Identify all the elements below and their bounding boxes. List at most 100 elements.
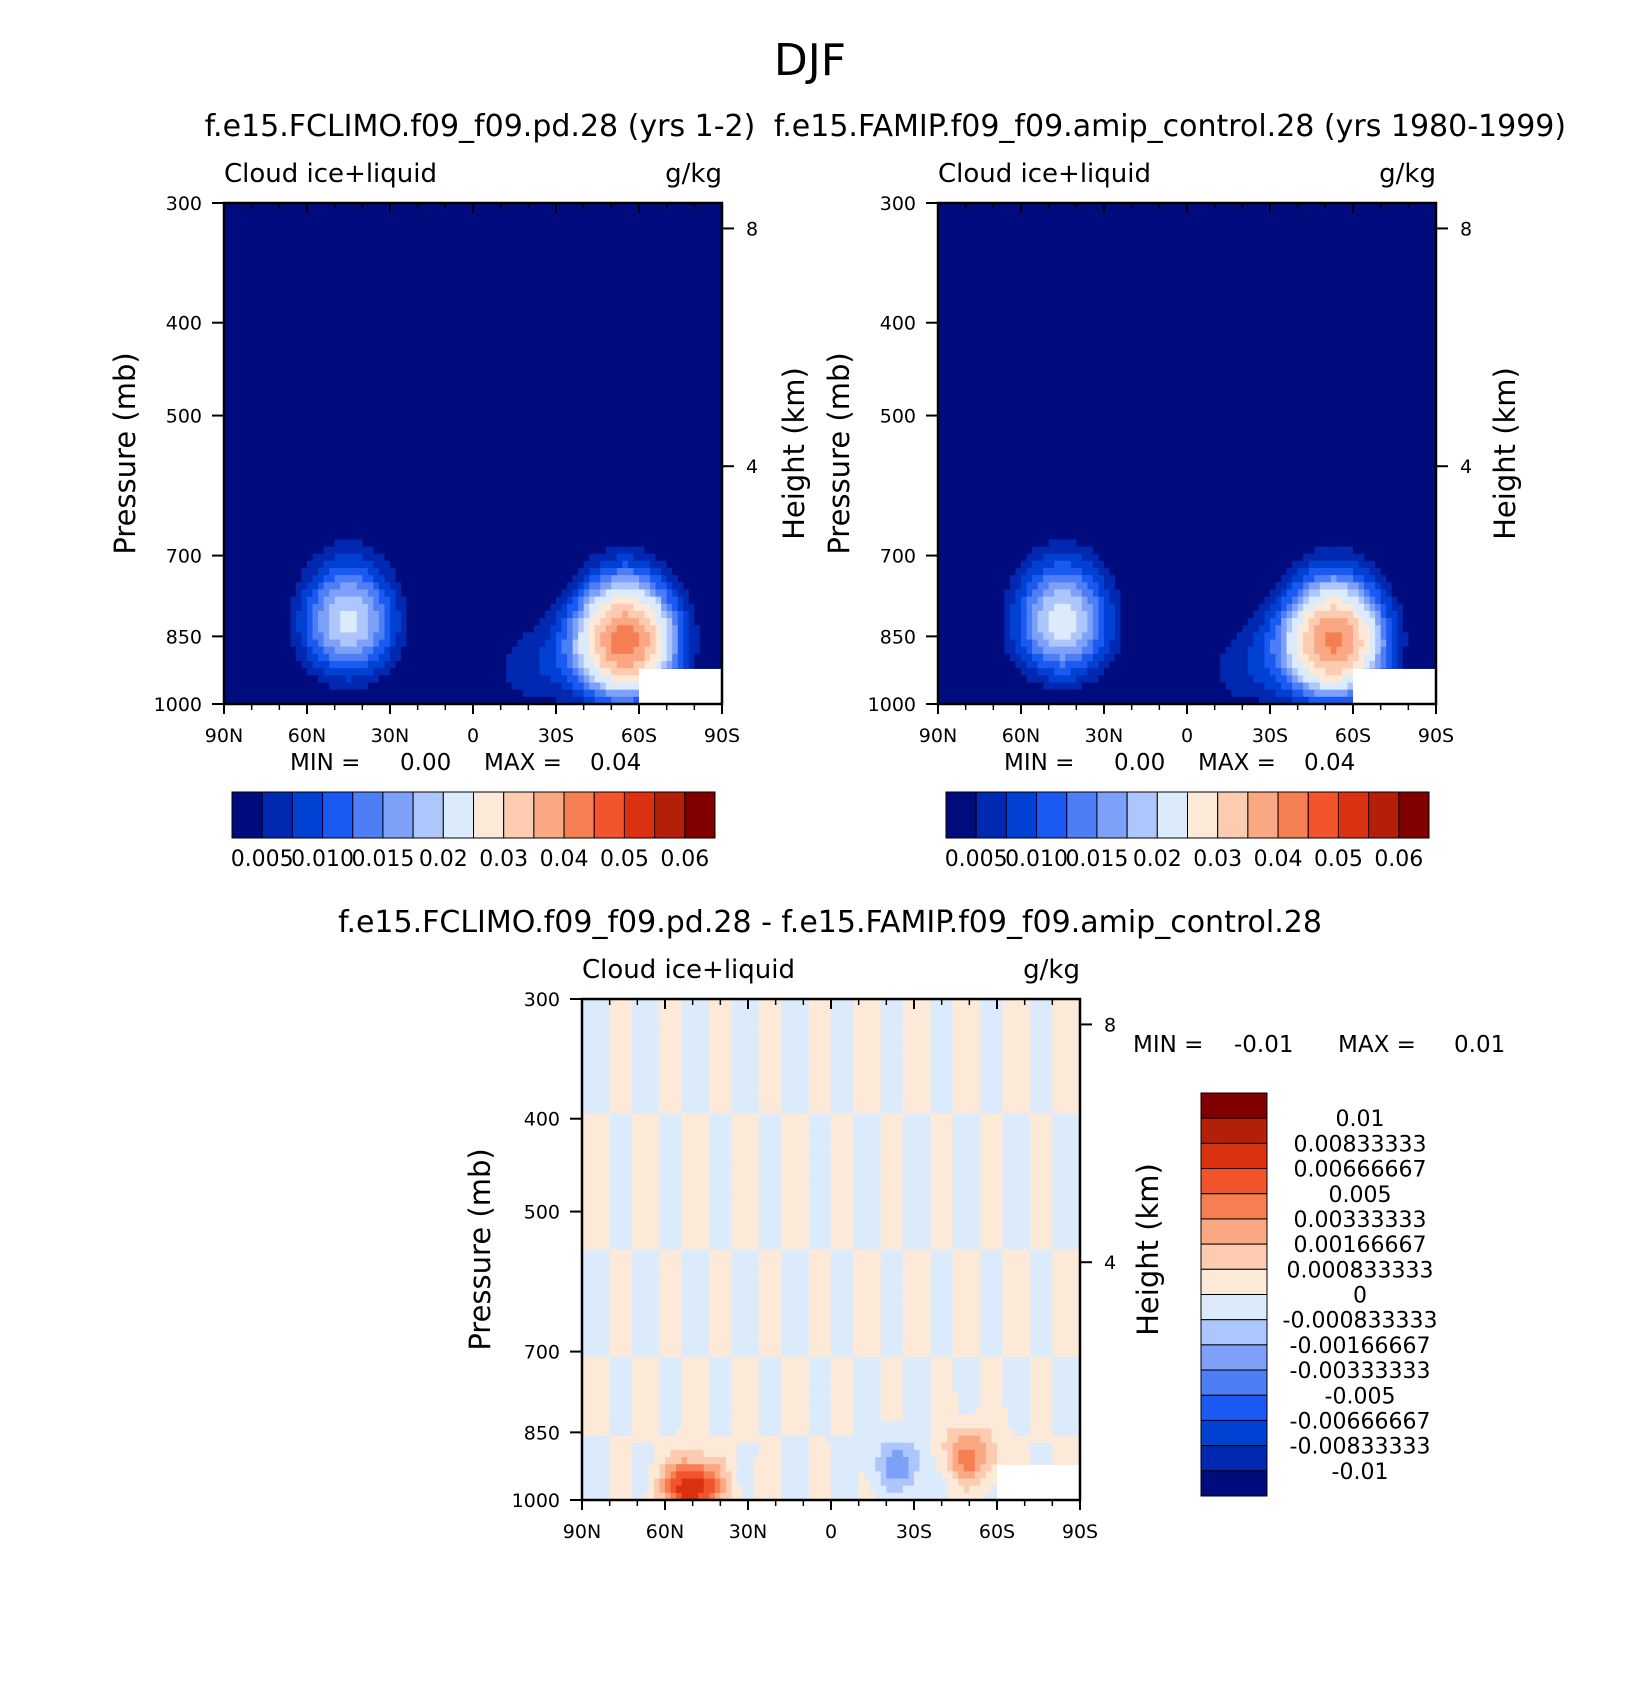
field-cell bbox=[644, 238, 651, 247]
field-cell bbox=[445, 489, 452, 498]
field-cell bbox=[688, 517, 695, 526]
field-cell bbox=[683, 510, 690, 519]
field-cell bbox=[683, 231, 690, 240]
field-cell bbox=[351, 303, 358, 311]
field-cell bbox=[594, 367, 601, 376]
field-cell bbox=[666, 360, 673, 369]
field-cell bbox=[401, 274, 408, 283]
field-cell bbox=[284, 403, 291, 412]
field-cell bbox=[705, 281, 712, 290]
field-cell bbox=[622, 396, 629, 404]
field-cell bbox=[578, 203, 585, 211]
field-cell bbox=[517, 546, 524, 555]
field-cell bbox=[489, 460, 496, 469]
field-cell bbox=[390, 410, 397, 419]
field-cell bbox=[428, 546, 435, 555]
field-cell bbox=[423, 303, 430, 311]
field-cell bbox=[688, 417, 695, 426]
field-cell bbox=[251, 331, 258, 340]
field-cell bbox=[583, 210, 590, 218]
field-cell bbox=[611, 210, 618, 218]
field-cell bbox=[412, 338, 419, 347]
field-cell bbox=[318, 303, 325, 311]
field-cell bbox=[705, 324, 712, 333]
field-cell bbox=[417, 303, 424, 311]
field-cell bbox=[229, 417, 236, 426]
field-cell bbox=[279, 474, 286, 483]
field-cell bbox=[533, 224, 540, 233]
field-cell bbox=[390, 496, 397, 505]
field-cell bbox=[295, 381, 303, 390]
field-cell bbox=[390, 417, 397, 426]
field-cell bbox=[290, 446, 297, 455]
field-cell bbox=[627, 274, 635, 283]
field-cell bbox=[561, 374, 568, 383]
field-cell bbox=[473, 317, 480, 326]
field-cell bbox=[290, 317, 297, 326]
field-cell bbox=[500, 374, 507, 383]
field-cell bbox=[533, 525, 540, 533]
field-cell bbox=[666, 539, 673, 548]
field-cell bbox=[434, 432, 441, 440]
field-cell bbox=[467, 510, 474, 519]
field-cell bbox=[262, 568, 269, 576]
field-cell bbox=[561, 367, 568, 376]
field-cell bbox=[323, 553, 330, 562]
field-cell bbox=[268, 503, 275, 512]
field-cell bbox=[323, 396, 330, 404]
field-cell bbox=[528, 403, 535, 412]
field-cell bbox=[478, 367, 485, 376]
field-cell bbox=[412, 267, 419, 276]
field-cell bbox=[257, 596, 264, 605]
field-cell bbox=[240, 224, 247, 233]
field-cell bbox=[240, 582, 247, 591]
field-cell bbox=[367, 231, 374, 240]
field-cell bbox=[378, 374, 386, 383]
field-cell bbox=[273, 253, 280, 261]
field-cell bbox=[401, 596, 408, 605]
field-cell bbox=[279, 317, 286, 326]
field-cell bbox=[473, 274, 480, 283]
field-cell bbox=[633, 517, 640, 526]
field-cell bbox=[262, 374, 269, 383]
field-cell bbox=[716, 453, 723, 462]
field-cell bbox=[611, 360, 618, 369]
field-cell bbox=[616, 517, 623, 526]
field-cell bbox=[251, 367, 258, 376]
field-cell bbox=[650, 453, 657, 462]
field-cell bbox=[639, 474, 646, 483]
field-cell bbox=[246, 517, 253, 526]
field-cell bbox=[666, 260, 673, 269]
field-cell bbox=[644, 467, 651, 476]
field-cell bbox=[318, 489, 325, 498]
field-cell bbox=[511, 510, 518, 519]
field-cell bbox=[406, 324, 413, 333]
field-cell bbox=[290, 267, 297, 276]
field-cell bbox=[644, 582, 651, 591]
field-cell bbox=[539, 310, 546, 319]
field-cell bbox=[716, 539, 723, 548]
field-cell bbox=[412, 317, 419, 326]
field-cell bbox=[334, 575, 341, 583]
field-cell bbox=[384, 539, 391, 548]
field-cell bbox=[356, 389, 363, 397]
field-cell bbox=[533, 389, 540, 397]
field-cell bbox=[655, 432, 662, 440]
field-cell bbox=[428, 260, 435, 269]
field-cell bbox=[439, 539, 446, 548]
field-cell bbox=[550, 338, 557, 347]
field-cell bbox=[423, 331, 430, 340]
field-cell bbox=[594, 353, 601, 362]
field-cell bbox=[318, 482, 325, 490]
field-cell bbox=[650, 360, 657, 369]
field-cell bbox=[284, 310, 291, 319]
field-cell bbox=[517, 253, 524, 261]
field-cell bbox=[362, 396, 369, 404]
field-cell bbox=[290, 474, 297, 483]
field-cell bbox=[284, 396, 291, 404]
field-cell bbox=[445, 582, 452, 591]
field-cell bbox=[694, 575, 701, 583]
field-cell bbox=[533, 231, 540, 240]
field-cell bbox=[528, 510, 535, 519]
field-cell bbox=[578, 245, 585, 254]
